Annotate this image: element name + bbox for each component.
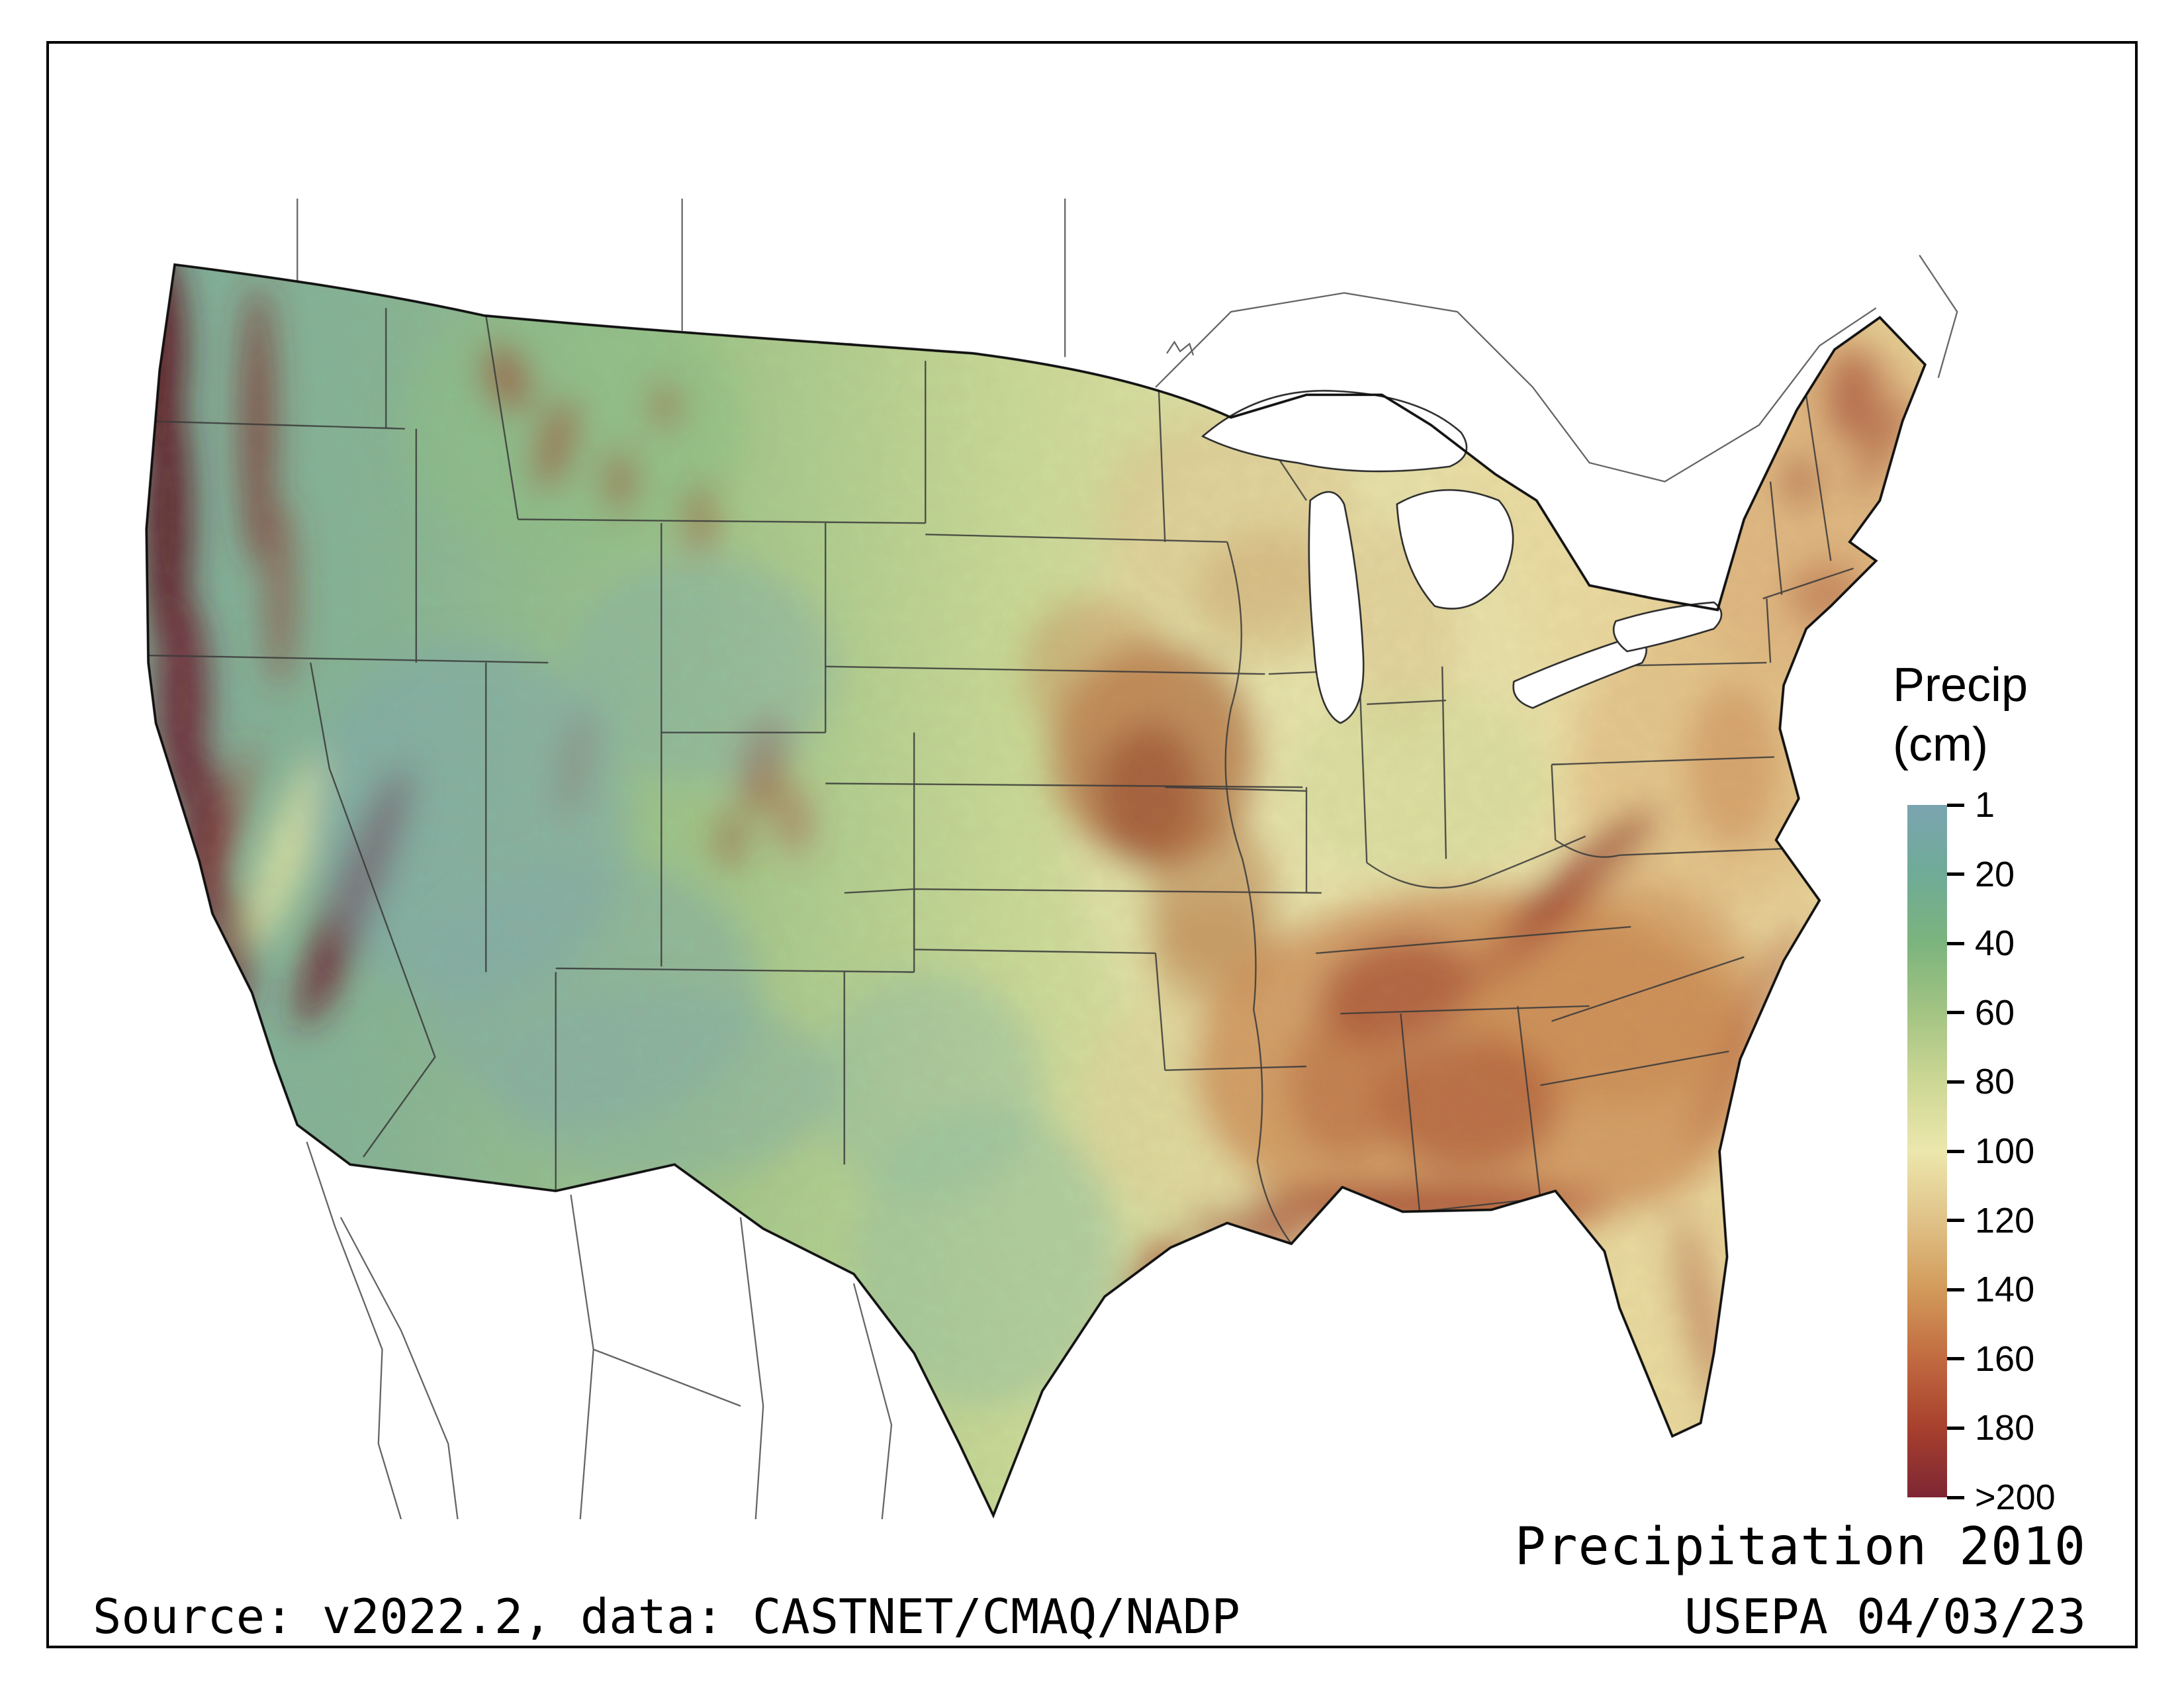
color-scale-legend: Precip (cm) 1 20 40 60 80 100 120 140 160 180 >200 (1886, 655, 2164, 1542)
legend-tick: 100 (1947, 1131, 2034, 1172)
legend-tick: >200 (1947, 1477, 2056, 1518)
legend-tick: 1 (1947, 784, 1995, 825)
legend-tick: 80 (1947, 1061, 2015, 1102)
legend-tick: 140 (1947, 1269, 2034, 1310)
legend-ticks: 1 20 40 60 80 100 120 140 160 180 >200 (1947, 785, 2146, 1517)
legend-tickmark (1947, 1495, 1964, 1499)
legend-title-line2: (cm) (1893, 718, 1988, 771)
legend-tick-label: 100 (1975, 1131, 2035, 1171)
legend-tickmark (1947, 1219, 1964, 1223)
legend-colorbar (1907, 805, 1947, 1497)
figure-credit: USEPA 04/03/23 (1684, 1589, 2086, 1644)
legend-tickmark (1947, 1011, 1964, 1015)
legend-tick-label: 120 (1975, 1200, 2035, 1241)
legend-tickmark (1947, 1080, 1964, 1084)
legend-tick: 20 (1947, 854, 2015, 895)
legend-tick-label: 60 (1975, 992, 2015, 1033)
legend-title-line1: Precip (1893, 659, 2028, 712)
legend-tickmark (1947, 1149, 1964, 1153)
legend-tick-label: 140 (1975, 1270, 2035, 1310)
legend-tick-label: 20 (1975, 854, 2015, 894)
legend-tickmark (1947, 1426, 1964, 1430)
legend-title: Precip (cm) (1893, 655, 2164, 774)
legend-tick: 180 (1947, 1407, 2034, 1448)
legend-tick-label: 180 (1975, 1408, 2035, 1448)
legend-tickmark (1947, 803, 1964, 807)
legend-tick-label: 80 (1975, 1062, 2015, 1102)
figure-title: Precipitation 2010 (1514, 1517, 2086, 1577)
figure-border (46, 41, 2138, 1648)
legend-tickmark (1947, 1357, 1964, 1361)
figure-source: Source: v2022.2, data: CASTNET/CMAQ/NADP (93, 1589, 1240, 1644)
legend-tick-label: >200 (1975, 1477, 2056, 1517)
legend-tick: 60 (1947, 992, 2015, 1033)
legend-tickmark (1947, 872, 1964, 876)
legend-tick-label: 40 (1975, 923, 2015, 964)
legend-tick: 160 (1947, 1338, 2034, 1380)
legend-colorbar-wrap: 1 20 40 60 80 100 120 140 160 180 >200 (1907, 785, 2056, 1517)
legend-tick-label: 1 (1975, 785, 1995, 825)
legend-tick-label: 160 (1975, 1338, 2035, 1379)
legend-tickmark (1947, 1288, 1964, 1291)
legend-tick: 120 (1947, 1200, 2034, 1241)
legend-tickmark (1947, 941, 1964, 945)
legend-tick: 40 (1947, 923, 2015, 964)
